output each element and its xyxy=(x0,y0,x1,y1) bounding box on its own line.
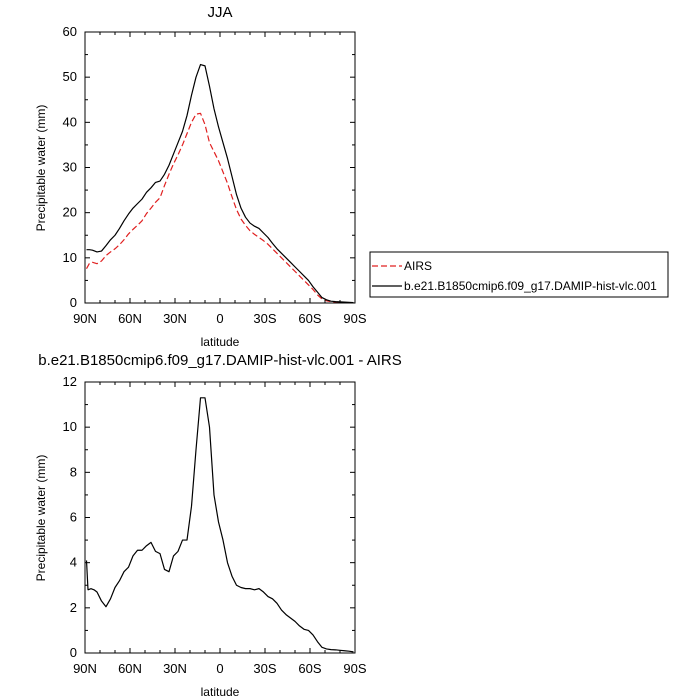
legend-box xyxy=(369,251,669,298)
bottom-chart-y-tick-label: 10 xyxy=(63,419,77,434)
top-chart-x-tick-label: 30N xyxy=(163,311,187,326)
bottom-chart-series-line-0 xyxy=(85,397,354,653)
bottom-chart-x-axis-label: latitude xyxy=(201,685,240,699)
legend-label-airs: AIRS xyxy=(404,259,432,273)
bottom-chart-x-tick-label: 90N xyxy=(73,661,97,676)
top-chart-y-tick-label: 20 xyxy=(63,205,77,220)
legend: AIRS b.e21.B1850cmip6.f09_g17.DAMIP-hist… xyxy=(369,251,669,298)
top-chart-x-axis-label: latitude xyxy=(201,335,240,349)
top-chart-x-tick-label: 60S xyxy=(298,311,321,326)
top-chart-series-line-1 xyxy=(86,63,354,304)
top-chart-y-tick-label: 10 xyxy=(63,250,77,265)
top-chart-x-tick-label: 0 xyxy=(216,311,223,326)
bottom-chart-x-tick-label: 30N xyxy=(163,661,187,676)
top-chart-series-line-0 xyxy=(85,112,354,304)
top-chart-x-tick-label: 60N xyxy=(118,311,142,326)
bottom-chart-y-tick-label: 12 xyxy=(63,374,77,389)
top-chart-frame xyxy=(84,31,356,304)
top-chart: JJA latitude Precipitable water (mm) 90N… xyxy=(34,4,367,349)
top-chart-x-tick-label: 90N xyxy=(73,311,97,326)
bottom-chart-title: b.e21.B1850cmip6.f09_g17.DAMIP-hist-vlc.… xyxy=(38,352,402,369)
bottom-chart-y-tick-label: 0 xyxy=(70,645,77,660)
bottom-chart: b.e21.B1850cmip6.f09_g17.DAMIP-hist-vlc.… xyxy=(34,352,402,699)
top-chart-y-tick-label: 30 xyxy=(63,160,77,175)
bottom-chart-y-tick-label: 6 xyxy=(70,510,77,525)
bottom-chart-y-tick-label: 8 xyxy=(70,464,77,479)
bottom-chart-y-tick-label: 4 xyxy=(70,555,77,570)
bottom-chart-y-axis-label: Precipitable water (mm) xyxy=(34,455,48,582)
top-chart-y-tick-label: 50 xyxy=(63,69,77,84)
bottom-chart-x-tick-label: 30S xyxy=(253,661,276,676)
legend-label-model: b.e21.B1850cmip6.f09_g17.DAMIP-hist-vlc.… xyxy=(404,279,657,293)
bottom-chart-x-tick-label: 0 xyxy=(216,661,223,676)
bottom-chart-x-tick-label: 60S xyxy=(298,661,321,676)
top-chart-x-tick-label: 90S xyxy=(343,311,366,326)
top-chart-y-tick-label: 40 xyxy=(63,114,77,129)
top-chart-y-axis-label: Precipitable water (mm) xyxy=(34,105,48,232)
top-chart-y-tick-label: 60 xyxy=(63,24,77,39)
top-chart-title: JJA xyxy=(207,4,232,21)
bottom-chart-y-tick-label: 2 xyxy=(70,600,77,615)
bottom-chart-x-tick-label: 90S xyxy=(343,661,366,676)
top-chart-y-tick-label: 0 xyxy=(70,295,77,310)
bottom-chart-frame xyxy=(84,381,356,654)
bottom-chart-x-tick-label: 60N xyxy=(118,661,142,676)
top-chart-x-tick-label: 30S xyxy=(253,311,276,326)
